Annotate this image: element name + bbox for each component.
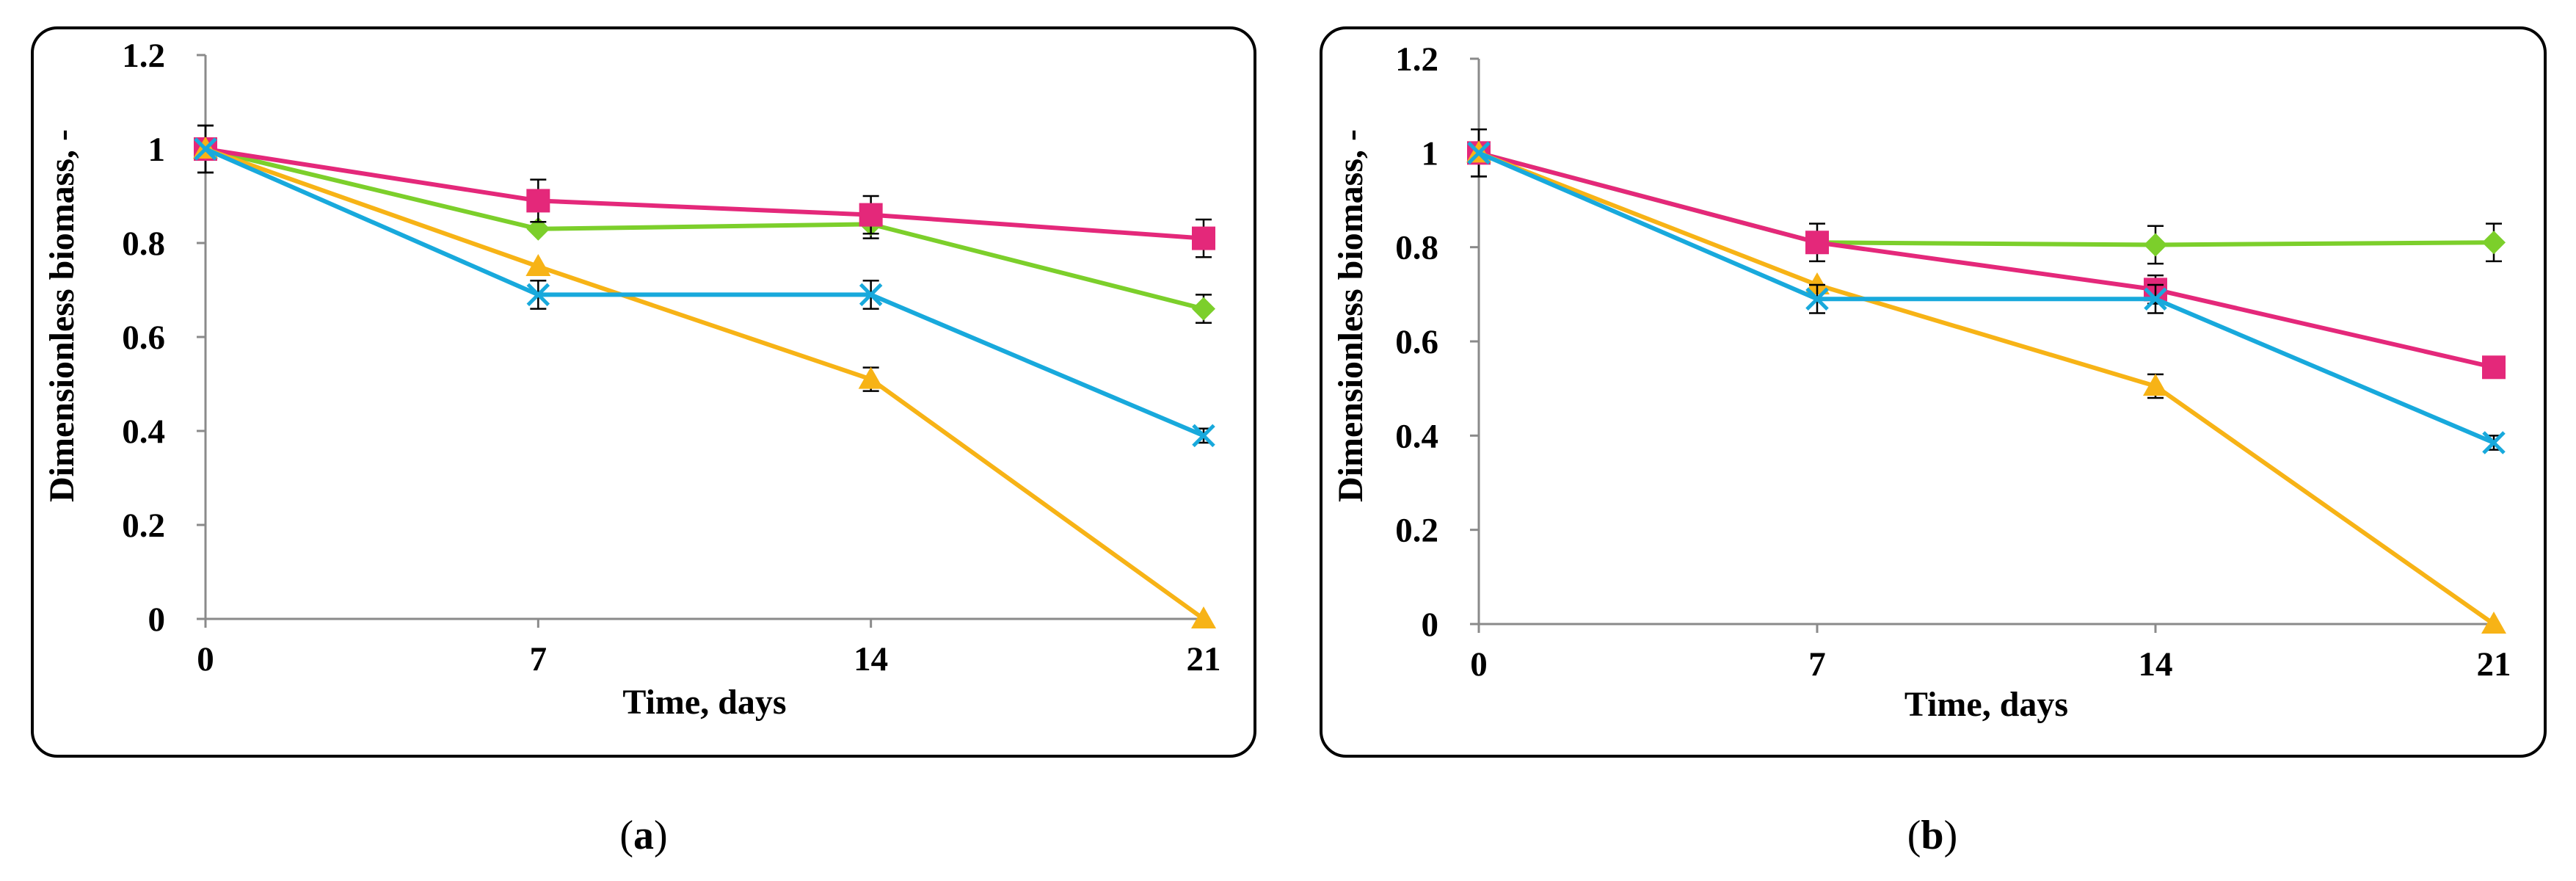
chart-b: 0 0.2 0.4 0.6 0.8 1 1.2 0 7 14 21 Time, days Dimensi… (1331, 40, 2511, 724)
data-point-diamond (526, 217, 550, 241)
x-tick-label: 14 (2139, 645, 2173, 684)
y-tick-label: 1 (1422, 134, 1439, 173)
data-point-triangle (2481, 612, 2506, 634)
series-line (205, 147, 1205, 621)
series-line (1478, 151, 2495, 247)
y-tick-label: 0.8 (1395, 229, 1438, 267)
data-point-cross (194, 137, 217, 161)
x-tick-label: 0 (1470, 645, 1488, 684)
data-point-triangle (2143, 373, 2168, 396)
series-green-diamond (1467, 128, 2506, 265)
y-tick-label: 0 (148, 601, 166, 639)
y-axis-title: Dimensionless biomass, - (43, 129, 81, 502)
series-line (204, 147, 1205, 438)
x-tick-label: 21 (2477, 645, 2511, 684)
y-tick-label: 1.2 (1395, 40, 1438, 79)
x-tick-label: 0 (197, 640, 214, 678)
x-tick-label: 21 (1187, 640, 1221, 678)
x-axis-title: Time, days (1904, 685, 2068, 724)
data-point-triangle (1805, 272, 1830, 294)
y-tick-label: 0.6 (122, 319, 165, 357)
data-point-diamond (2144, 233, 2167, 257)
chart-a: 0 0.2 0.4 0.6 0.8 1 1.2 0 7 14 21 Time, days Dimensi… (43, 37, 1221, 722)
data-point-cross (2482, 431, 2506, 454)
y-tick-label: 0.4 (122, 413, 165, 451)
y-tick-label: 1 (148, 131, 166, 169)
y-tick-label: 1.2 (122, 37, 165, 75)
series-blue-cross (1467, 141, 2506, 454)
caption-a: (a) (619, 813, 667, 858)
y-tick-label: 0 (1422, 606, 1439, 644)
series-line (205, 147, 1204, 311)
data-point-cross (2144, 287, 2167, 311)
x-tick-label: 7 (1808, 645, 1826, 684)
y-tick-label: 0.6 (1395, 323, 1438, 361)
caption-b: (b) (1907, 813, 1957, 858)
y-axis-title: Dimensionless biomass, - (1331, 129, 1370, 502)
data-point-cross (1805, 287, 1829, 311)
panel-a-frame (31, 26, 1256, 758)
data-point-square (2482, 355, 2506, 380)
series-blue-cross (194, 137, 1215, 448)
data-point-diamond (1192, 297, 1215, 321)
y-tick-label: 0.2 (1395, 512, 1438, 550)
data-point-triangle (1191, 606, 1216, 628)
x-tick-label: 7 (530, 640, 547, 678)
series-magenta-square (1467, 128, 2506, 380)
series-line (205, 147, 1204, 241)
panel-b-frame (1320, 26, 2547, 758)
series-magenta-square (194, 124, 1215, 258)
data-point-square (1192, 226, 1215, 250)
x-tick-label: 14 (854, 640, 888, 678)
data-point-triangle (858, 366, 884, 389)
data-point-square (526, 189, 550, 213)
data-point-triangle (525, 254, 551, 276)
series-line (1477, 151, 2495, 626)
series-line (1478, 151, 2495, 370)
series-line (1477, 151, 2495, 445)
x-axis-title: Time, days (622, 683, 786, 722)
data-point-diamond (2482, 231, 2506, 255)
data-point-square (1805, 231, 1829, 255)
data-point-square (859, 203, 883, 227)
y-tick-label: 0.2 (122, 507, 165, 545)
y-tick-label: 0.8 (122, 225, 165, 263)
data-point-cross (1192, 424, 1215, 448)
y-tick-label: 0.4 (1395, 417, 1438, 455)
data-point-cross (1467, 141, 1491, 165)
series-orange-triangle (1466, 140, 2506, 634)
data-point-cross (859, 283, 883, 307)
data-point-cross (526, 283, 550, 307)
